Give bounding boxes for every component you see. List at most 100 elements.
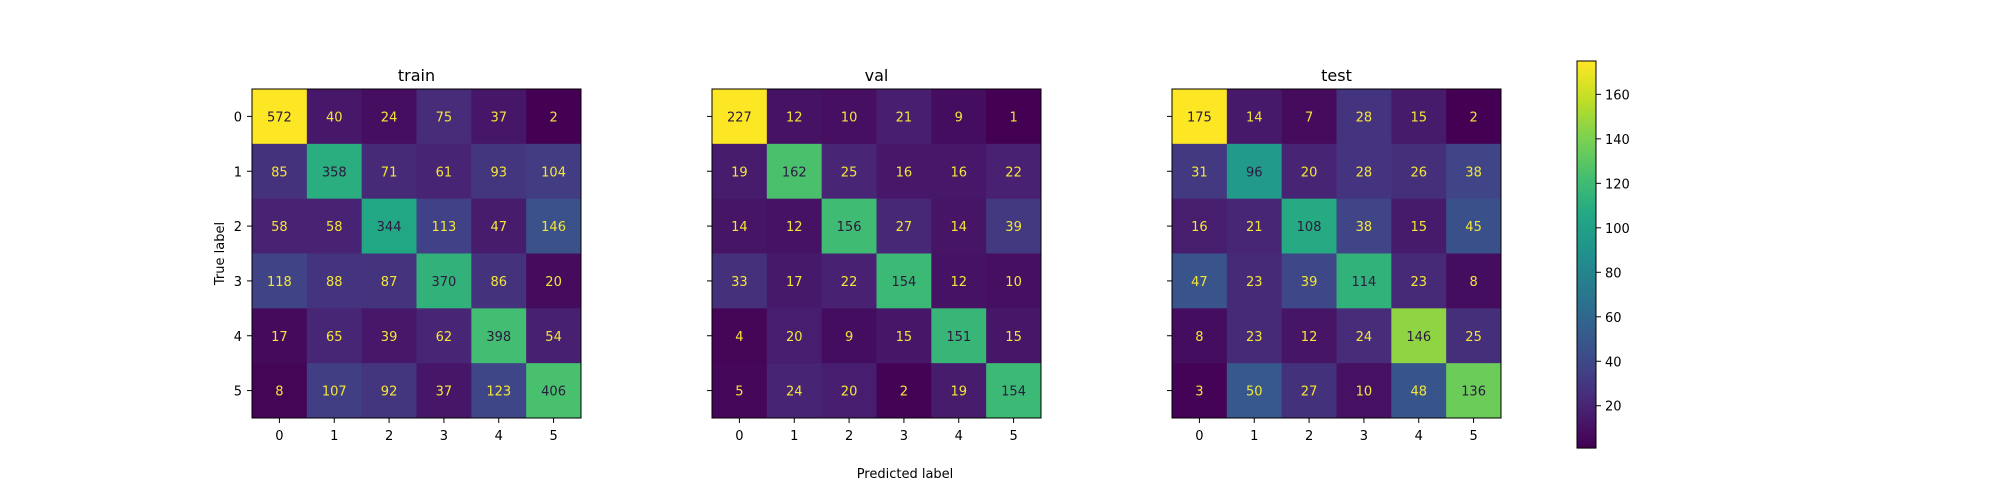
colorbar-segment xyxy=(1577,441,1596,446)
heatmap-cell xyxy=(1391,308,1447,364)
heatmap-cell xyxy=(526,308,582,364)
colorbar-segment xyxy=(1577,254,1596,259)
colorbar-segment xyxy=(1577,425,1596,430)
colorbar-segment xyxy=(1577,377,1596,381)
colorbar-segment xyxy=(1577,351,1596,356)
cell-value-label: 136 xyxy=(1461,385,1486,400)
colorbar-segment xyxy=(1577,273,1596,278)
heatmap-cell xyxy=(712,363,768,419)
heatmap-cell xyxy=(821,253,877,309)
panel-frame xyxy=(251,88,582,419)
cell-value-label: 17 xyxy=(786,275,803,290)
colorbar-segment xyxy=(1577,167,1596,172)
cell-value-label: 8 xyxy=(275,385,283,400)
colorbar-segment xyxy=(1577,264,1596,268)
colorbar-segment xyxy=(1577,357,1596,362)
colorbar-segment xyxy=(1577,315,1596,320)
heatmap-cell xyxy=(1336,363,1392,419)
colorbar-segment xyxy=(1577,331,1596,336)
heatmap-cell xyxy=(471,308,527,364)
colorbar-segment xyxy=(1577,393,1596,397)
colorbar-segment xyxy=(1577,386,1596,391)
colorbar-segment xyxy=(1577,183,1596,188)
colorbar-segment xyxy=(1577,435,1596,439)
cell-value-label: 104 xyxy=(541,165,566,180)
heatmap-cell xyxy=(306,198,363,254)
colorbar-segment xyxy=(1577,422,1596,427)
cell-value-label: 5 xyxy=(735,385,743,400)
colorbar-segment xyxy=(1577,293,1596,298)
x-tick-label: 2 xyxy=(845,429,853,444)
heatmap-cell xyxy=(766,308,823,364)
colorbar-segment xyxy=(1577,177,1596,181)
heatmap-cell xyxy=(821,198,877,254)
cell-value-label: 14 xyxy=(950,220,967,235)
heatmap-cell xyxy=(306,143,363,200)
x-tick-label: 1 xyxy=(1250,429,1258,444)
heatmap-cell xyxy=(1446,253,1502,309)
heatmap-cell xyxy=(306,253,363,309)
colorbar-segment xyxy=(1577,90,1596,94)
cell-value-label: 15 xyxy=(896,330,913,345)
colorbar-segment xyxy=(1577,160,1596,165)
cell-value-label: 7 xyxy=(1305,110,1313,125)
cell-value-label: 9 xyxy=(955,110,963,125)
colorbar-segment xyxy=(1577,96,1596,101)
colorbar-segment xyxy=(1577,148,1596,152)
cell-value-label: 156 xyxy=(837,220,862,235)
panel-title: val xyxy=(865,66,889,85)
heatmap-cell xyxy=(252,198,308,254)
colorbar-segment xyxy=(1577,251,1596,256)
heatmap-cell xyxy=(416,308,472,364)
colorbar-segment xyxy=(1577,389,1596,394)
x-axis-label: Predicted label xyxy=(857,467,954,482)
heatmap-cell xyxy=(821,363,877,419)
colorbar-segment xyxy=(1577,431,1596,436)
cell-value-label: 19 xyxy=(950,385,967,400)
colorbar-segment xyxy=(1577,112,1596,117)
heatmap-cell xyxy=(416,89,472,145)
heatmap-cell xyxy=(986,143,1042,200)
cell-value-label: 31 xyxy=(1191,165,1208,180)
heatmap-cell xyxy=(876,198,932,254)
heatmap-cell xyxy=(766,253,823,309)
heatmap-cell xyxy=(416,363,472,419)
y-tick-label: 3 xyxy=(234,275,242,290)
x-tick-label: 3 xyxy=(900,429,908,444)
heatmap-cell xyxy=(876,363,932,419)
colorbar-frame xyxy=(1576,60,1597,449)
heatmap-cell xyxy=(712,143,768,200)
heatmap-cell xyxy=(1336,143,1392,200)
colorbar-segment xyxy=(1577,418,1596,423)
cell-value-label: 54 xyxy=(545,330,562,345)
x-tick-label: 5 xyxy=(1469,429,1477,444)
heatmap-cell xyxy=(361,143,417,200)
heatmap-cell xyxy=(766,89,823,145)
cell-value-label: 22 xyxy=(841,275,858,290)
colorbar-segment xyxy=(1577,244,1596,249)
heatmap-cell xyxy=(361,308,417,364)
x-tick-label: 4 xyxy=(955,429,963,444)
colorbar-segment xyxy=(1577,115,1596,120)
cell-value-label: 118 xyxy=(267,275,292,290)
heatmap-cell xyxy=(1281,143,1337,200)
heatmap-cell xyxy=(1336,308,1392,364)
heatmap-cell xyxy=(766,198,823,254)
cell-value-label: 16 xyxy=(1191,220,1208,235)
heatmap-cell xyxy=(1391,89,1447,145)
heatmap-cell xyxy=(1446,143,1502,200)
cell-value-label: 8 xyxy=(1469,275,1477,290)
heatmap-cell xyxy=(1226,198,1283,254)
cell-value-label: 12 xyxy=(786,220,803,235)
colorbar-segment xyxy=(1577,289,1596,294)
colorbar-segment xyxy=(1577,212,1596,217)
heatmap-cell xyxy=(306,363,363,419)
heatmap-cell xyxy=(1281,198,1337,254)
cell-value-label: 9 xyxy=(845,330,853,345)
colorbar-segment xyxy=(1577,128,1596,133)
cell-value-label: 28 xyxy=(1356,110,1373,125)
colorbar-segment xyxy=(1577,257,1596,262)
colorbar-segment xyxy=(1577,325,1596,330)
heatmap-cell xyxy=(1336,89,1392,145)
y-tick-label: 4 xyxy=(234,330,242,345)
